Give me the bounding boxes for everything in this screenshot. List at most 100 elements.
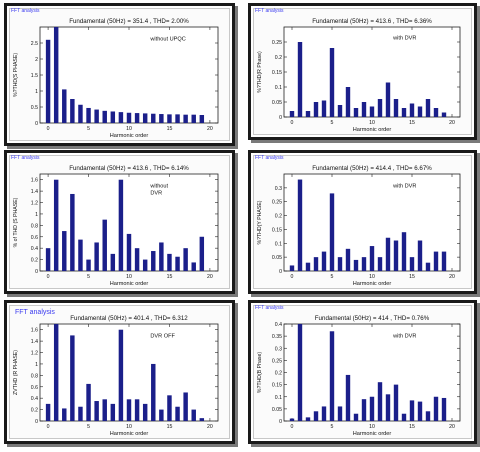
harmonic-bar — [385, 82, 391, 117]
fft-chart-1: Fundamental (50Hz) = 351.4 , THD= 2.00% w… — [13, 18, 219, 139]
window-title: FFT analysis — [15, 309, 55, 316]
harmonic-bar — [337, 257, 343, 271]
x-tick-label: 0 — [291, 274, 294, 280]
harmonic-bar — [151, 113, 156, 123]
harmonic-bar — [361, 399, 367, 421]
y-axis-label: %?THD(S PHASE) — [13, 53, 19, 97]
harmonic-bar — [433, 396, 439, 421]
x-axis-label: Harmonic order — [110, 133, 149, 139]
harmonic-bar — [62, 231, 67, 271]
x-tick-label: 0 — [291, 424, 294, 430]
y-tick-label: 0 — [279, 115, 282, 121]
harmonic-bar — [62, 89, 67, 123]
harmonic-bar — [191, 114, 196, 123]
x-tick-label: 0 — [291, 120, 294, 126]
fft-panel-6: FFT analysis Fundamental (50Hz) = 414 , … — [248, 300, 477, 444]
harmonic-bar — [297, 324, 303, 421]
harmonic-bar — [385, 237, 391, 271]
harmonic-bar — [345, 87, 351, 117]
y-axis-label: %?THD(R Phase) — [257, 51, 263, 93]
chart-title: Fundamental (50Hz) = 414.4 , THD= 6.67% — [312, 165, 432, 172]
harmonic-bar — [70, 99, 75, 123]
y-tick-label: 1.2 — [31, 351, 38, 357]
y-tick-label: 0.2 — [275, 214, 282, 220]
harmonic-bar — [417, 401, 423, 421]
x-tick-label: 0 — [47, 424, 50, 430]
harmonic-bar — [183, 392, 188, 421]
harmonic-bar — [78, 104, 83, 123]
harmonic-bar — [86, 107, 91, 123]
harmonic-bar — [321, 251, 327, 271]
harmonic-bar — [409, 257, 415, 271]
x-tick-label: 0 — [47, 274, 50, 280]
harmonic-bar — [183, 248, 188, 271]
harmonic-bar — [126, 233, 132, 271]
chart-title: Fundamental (50Hz) = 413.6 , THD= 6.14% — [69, 165, 189, 172]
harmonic-bar — [313, 411, 319, 421]
harmonic-bar — [102, 110, 107, 123]
window-title: FFT analysis — [255, 155, 284, 161]
y-tick-label: 0.6 — [31, 235, 38, 241]
plot-area — [39, 26, 219, 124]
harmonic-bar — [94, 401, 99, 421]
x-tick-label: 15 — [409, 274, 415, 280]
harmonic-bar — [289, 111, 295, 117]
y-tick-label: 0.4 — [31, 396, 38, 402]
harmonic-bar — [78, 406, 83, 421]
harmonic-bar — [167, 114, 172, 123]
x-tick-label: 20 — [449, 274, 455, 280]
y-tick-label: 1.6 — [31, 328, 38, 334]
harmonic-bar — [417, 240, 423, 271]
x-axis-label: Harmonic order — [110, 431, 149, 437]
y-tick-label: 1.4 — [31, 339, 38, 345]
harmonic-bar — [134, 113, 140, 123]
x-tick-label: 5 — [331, 424, 334, 430]
x-tick-label: 5 — [87, 424, 90, 430]
x-axis-label: Harmonic order — [353, 281, 392, 287]
harmonic-bar — [361, 102, 367, 117]
y-tick-label: 1 — [35, 89, 38, 95]
harmonic-bar — [86, 383, 91, 421]
harmonic-bar — [409, 400, 415, 421]
y-tick-label: 0.1 — [275, 395, 282, 401]
y-tick-label: 0.5 — [31, 105, 38, 111]
chart-title: Fundamental (50Hz) = 351.4 , THD= 2.00% — [69, 18, 189, 25]
harmonic-bar — [151, 363, 156, 421]
y-tick-label: 1.2 — [31, 201, 38, 207]
y-tick-label: 0.3 — [275, 186, 282, 192]
harmonic-bar — [142, 403, 148, 421]
y-tick-label: 0.4 — [275, 322, 282, 328]
harmonic-bar — [417, 106, 423, 117]
fft-panel-2: FFT analysis Fundamental (50Hz) = 413.6 … — [248, 3, 477, 140]
harmonic-bar — [45, 403, 51, 421]
y-tick-label: 0.25 — [272, 200, 282, 206]
x-axis-label: Harmonic order — [353, 127, 392, 133]
harmonic-bar — [297, 42, 303, 117]
window-title: FFT analysis — [11, 8, 40, 14]
chart-title: Fundamental (50Hz) = 413.6 , THD= 6.36% — [312, 18, 432, 25]
harmonic-bar — [191, 409, 196, 421]
window-title: FFT analysis — [255, 305, 284, 311]
harmonic-bar — [167, 395, 172, 421]
harmonic-bar — [409, 103, 415, 117]
harmonic-bar — [191, 262, 196, 271]
harmonic-bar — [337, 406, 343, 421]
harmonic-bar — [441, 397, 447, 421]
y-tick-label: 0.6 — [31, 385, 38, 391]
harmonic-bar — [305, 417, 311, 421]
harmonic-bar — [433, 251, 439, 271]
y-tick-label: 2.5 — [31, 41, 38, 47]
harmonic-bar — [329, 331, 335, 421]
harmonic-bar — [401, 232, 407, 271]
harmonic-bar — [53, 27, 59, 123]
harmonic-bar — [377, 382, 383, 421]
harmonic-bar — [345, 248, 351, 271]
harmonic-bar — [118, 329, 124, 421]
harmonic-bar — [53, 179, 59, 271]
harmonic-bar — [321, 100, 327, 117]
harmonic-bar — [377, 99, 383, 117]
harmonic-bar — [353, 108, 359, 117]
fft-chart-6: Fundamental (50Hz) = 414 , THD= 0.76% wit… — [257, 315, 461, 437]
y-tick-label: 0.05 — [272, 100, 282, 106]
y-tick-label: 0.2 — [275, 371, 282, 377]
